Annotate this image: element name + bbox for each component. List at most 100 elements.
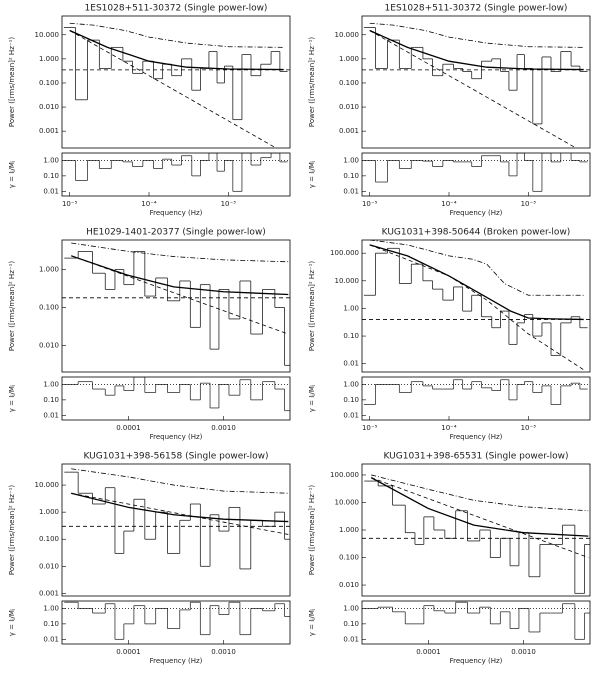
y-tick-label: 0.01 [343,411,359,419]
model-line [69,30,277,148]
x-tick-label: 10⁻⁴ [441,200,457,208]
y-tick-label: 0.01 [43,411,59,419]
y-tick-label: 0.01 [43,187,59,195]
y-tick-label: 1.000 [39,266,59,274]
plot-frame [61,376,291,421]
x-axis-label: Frequency (Hz) [150,433,203,441]
y-tick-label: 0.010 [39,341,59,349]
y-tick-label: 1.00 [343,156,359,164]
x-tick-label: 0.0001 [116,424,141,432]
model-line [371,477,589,558]
x-axis-label: Frequency (Hz) [450,433,503,441]
y-tick-label: 0.01 [343,360,359,368]
y-axis-label: γ = Iⱼ/Mⱼ [8,609,16,636]
y-tick-label: 1.000 [339,55,359,63]
y-tick-label: 1.000 [39,55,59,63]
y-tick-label: 0.100 [339,554,359,562]
plot-frame [361,239,591,373]
x-tick-label: 10⁻⁵ [362,424,378,432]
y-tick-label: 0.10 [343,396,359,404]
y-tick-label: 0.10 [343,332,359,340]
model-line [369,244,584,371]
model-line [71,242,289,263]
plot-frame [361,600,591,645]
panel-title: KUG1031+398-50644 (Broken power-low) [382,228,571,238]
x-tick-label: 0.0010 [511,648,536,656]
y-tick-label: 0.100 [39,535,59,543]
y-tick-label: 1.00 [343,304,359,312]
y-tick-label: 10.000 [35,481,60,489]
model-line [71,468,289,494]
plot-area [62,22,290,148]
y-tick-label: 1.00 [343,604,359,612]
model-line [371,474,589,512]
plot-frame [361,152,591,197]
y-tick-label: 0.01 [343,187,359,195]
plot-frame [361,463,591,597]
y-tick-label: 0.10 [43,396,59,404]
panel-title: 1ES1028+511-30372 (Single power-low) [385,4,568,14]
y-axis-label: Power ([rms/mean]² Hz⁻¹) [8,261,16,351]
y-axis-label: Power ([rms/mean]² Hz⁻¹) [8,485,16,575]
plot-frame [361,15,591,149]
x-axis-label: Frequency (Hz) [150,209,203,217]
x-axis-label: Frequency (Hz) [150,657,203,665]
x-axis-label: Frequency (Hz) [450,209,503,217]
y-axis-label: Power ([rms/mean]² Hz⁻¹) [308,485,316,575]
y-tick-label: 0.010 [39,562,59,570]
plot-frame [61,600,291,645]
y-tick-label: 0.001 [39,589,59,597]
y-axis-label: γ = Iⱼ/Mⱼ [8,385,16,412]
y-tick-label: 0.001 [339,127,359,135]
y-tick-label: 1.00 [343,380,359,388]
y-tick-label: 10.000 [335,277,360,285]
plot-area [62,601,290,640]
y-axis-label: γ = Iⱼ/Mⱼ [308,161,316,188]
y-tick-label: 0.10 [43,172,59,180]
model-line [71,492,289,523]
plot-frame [61,239,291,373]
y-tick-label: 0.100 [339,79,359,87]
x-tick-label: 10⁻³ [521,424,537,432]
y-tick-label: 1.00 [43,156,59,164]
x-tick-label: 10⁻⁴ [441,424,457,432]
model-line [369,240,584,296]
panel-title: KUG1031+398-65531 (Single power-low) [384,452,569,462]
plot-frame [61,152,291,197]
y-tick-label: 1.00 [43,604,59,612]
model-line [369,29,584,71]
y-axis-label: Power ([rms/mean]² Hz⁻¹) [308,37,316,127]
model-line [370,477,589,537]
y-tick-label: 0.01 [43,635,59,643]
y-tick-label: 0.10 [343,172,359,180]
model-line [369,30,577,148]
y-tick-label: 0.010 [339,581,359,589]
panel-title: 1ES1028+511-30372 (Single power-low) [85,4,268,14]
y-tick-label: 100.000 [330,471,359,479]
panel-title: HE1029-1401-20377 (Single power-low) [86,228,266,238]
y-tick-label: 1.000 [339,526,359,534]
plot-area [62,153,290,192]
y-tick-label: 100.000 [330,249,359,257]
y-tick-label: 0.010 [339,103,359,111]
y-tick-label: 0.100 [39,79,59,87]
x-tick-label: 0.0001 [416,648,441,656]
x-tick-label: 10⁻⁵ [362,200,378,208]
y-tick-label: 0.001 [39,127,59,135]
x-tick-label: 0.0001 [116,648,141,656]
x-tick-label: 10⁻³ [221,200,237,208]
plot-area [62,242,290,366]
y-axis-label: Power ([rms/mean]² Hz⁻¹) [8,37,16,127]
y-axis-label: Power ([rms/mean]² Hz⁻¹) [308,261,316,351]
plot-area [362,601,590,640]
plot-area [62,377,290,412]
model-line [369,244,584,321]
y-tick-label: 10.000 [35,31,60,39]
plot-area [362,240,590,371]
y-tick-label: 0.10 [343,620,359,628]
model-line [71,492,289,535]
x-tick-label: 0.0010 [211,424,236,432]
plot-frame [61,463,291,597]
model-line [71,255,289,335]
